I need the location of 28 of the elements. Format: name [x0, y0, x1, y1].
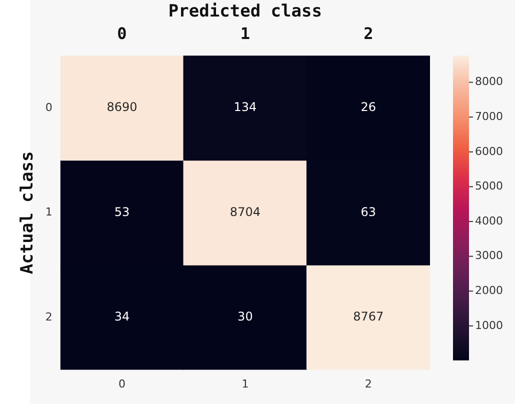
data-label: 30	[238, 310, 253, 324]
color-bar-label: 2000	[475, 284, 503, 297]
color-bar-label: 3000	[475, 249, 503, 262]
color-bar-label: 6000	[475, 144, 503, 158]
data-label: 8767	[353, 310, 384, 324]
color-bar-label: 5000	[475, 180, 503, 193]
color-bar-label: 8000	[475, 75, 503, 88]
color-bar-label: 7000	[475, 110, 503, 123]
y-tick-label: 2	[45, 310, 52, 324]
y-axis-title: Actual class	[18, 151, 38, 274]
x-axis-title: Predicted class	[168, 2, 322, 22]
data-label: 63	[360, 204, 376, 219]
x-tick-label: 1	[242, 377, 249, 390]
y-tick-label: 1	[45, 206, 52, 219]
color-bar-label: 1000	[475, 318, 503, 332]
data-label: 34	[114, 310, 130, 324]
color-bar-label: 4000	[475, 214, 503, 228]
y-tick-label: 0	[45, 100, 52, 114]
category-label: 0	[117, 24, 127, 44]
x-tick-label: 2	[364, 377, 372, 390]
data-label: 53	[114, 204, 130, 219]
data-label: 26	[360, 100, 376, 114]
data-label: 134	[234, 100, 257, 114]
x-tick-label: 0	[118, 377, 126, 390]
data-label: 8690	[106, 100, 138, 114]
category-label: 2	[364, 24, 374, 44]
category-label: 1	[240, 24, 250, 44]
data-label: 8704	[230, 204, 260, 219]
